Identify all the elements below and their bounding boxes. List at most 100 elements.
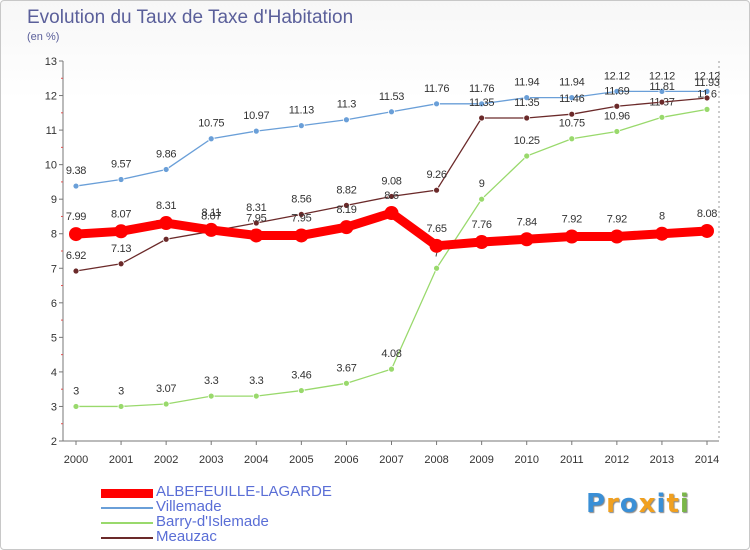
data-label: 11.35 <box>514 97 539 109</box>
data-label: 7.13 <box>111 243 131 255</box>
data-label: 7.76 <box>472 219 492 231</box>
data-point <box>249 228 264 243</box>
data-point <box>162 166 170 173</box>
data-label: 11.76 <box>469 83 494 95</box>
y-tick-label: 7 <box>51 263 57 275</box>
data-point <box>72 182 80 190</box>
data-label: 8.19 <box>336 204 356 216</box>
data-point <box>339 220 354 235</box>
data-label: 7.84 <box>517 216 537 228</box>
data-label: 7.95 <box>246 212 266 224</box>
data-point <box>523 114 531 122</box>
data-point <box>388 193 395 200</box>
data-point <box>117 403 125 410</box>
y-tick-label: 11 <box>46 125 57 137</box>
data-label: 8.31 <box>246 202 266 214</box>
data-label: 11.3 <box>337 99 357 111</box>
x-tick-label: 2002 <box>154 454 178 466</box>
x-tick-label: 2008 <box>424 454 448 466</box>
data-point <box>613 102 621 110</box>
data-label: 3 <box>73 385 79 397</box>
chart-title: Evolution du Taux de Taxe d'Habitation <box>27 7 354 28</box>
data-point <box>478 114 486 122</box>
y-tick-label: 6 <box>51 298 57 310</box>
series-line-1 <box>75 90 707 187</box>
data-label: 11.81 <box>649 81 674 93</box>
data-label: 8.31 <box>156 200 176 212</box>
legend-swatch <box>101 489 153 498</box>
legend-label: ALBEFEUILLE-LAGARDE <box>156 483 332 500</box>
data-label: 11.69 <box>604 85 629 97</box>
data-point <box>523 152 531 160</box>
data-label: 9 <box>479 178 485 190</box>
x-tick-label: 2013 <box>650 454 674 466</box>
data-label: 8.82 <box>336 184 356 196</box>
data-point <box>72 403 80 410</box>
data-point <box>72 267 80 275</box>
y-tick-label: 5 <box>51 332 57 344</box>
brand-logo: Proxiti <box>586 489 690 519</box>
x-tick-label: 2014 <box>695 454 719 466</box>
data-label: 10.96 <box>604 110 630 122</box>
data-label: 8.11 <box>202 207 222 219</box>
data-point <box>703 88 711 95</box>
data-label: 3.46 <box>291 370 311 382</box>
data-label: 10.75 <box>198 118 224 130</box>
data-label: 12.12 <box>649 70 675 82</box>
data-point <box>117 260 125 268</box>
data-label: 3.3 <box>204 375 219 387</box>
data-label: 11.46 <box>559 93 584 105</box>
data-point <box>388 108 395 116</box>
brand-letter: r <box>606 489 620 519</box>
data-point <box>162 235 170 243</box>
chart-subtitle: (en %) <box>27 31 60 43</box>
data-point <box>159 216 174 231</box>
data-label: 7.95 <box>291 212 311 224</box>
data-point <box>564 229 579 244</box>
data-label: 8.6 <box>384 190 399 202</box>
brand-letter: t <box>666 489 680 519</box>
x-tick-label: 2004 <box>244 454 268 466</box>
data-point <box>297 387 305 394</box>
data-point <box>162 400 170 408</box>
data-point <box>343 116 350 124</box>
data-label: 11.6 <box>697 88 717 100</box>
data-point <box>658 88 666 95</box>
data-label: 10.97 <box>243 110 269 122</box>
data-label: 8.07 <box>201 210 221 222</box>
data-point <box>252 127 260 135</box>
data-label: 12.12 <box>604 70 630 82</box>
x-tick-label: 2007 <box>379 454 403 466</box>
data-label: 11.94 <box>559 77 584 89</box>
data-label: 9.57 <box>111 158 131 170</box>
data-point <box>658 113 666 121</box>
data-point <box>519 232 534 247</box>
data-point <box>478 100 486 108</box>
data-label: 11.53 <box>379 91 404 103</box>
legend-swatch <box>101 537 153 539</box>
data-label: 3 <box>118 385 124 397</box>
data-point <box>388 365 395 373</box>
data-label: 7 <box>434 247 440 259</box>
x-tick-label: 2011 <box>560 454 584 466</box>
x-tick-label: 2010 <box>514 454 538 466</box>
data-point <box>114 224 129 239</box>
data-label: 12.12 <box>694 70 720 82</box>
data-point <box>474 235 489 250</box>
brand-letter: i <box>679 489 690 519</box>
brand-letter: o <box>619 489 639 519</box>
data-point <box>117 176 125 183</box>
data-label: 10.25 <box>514 135 540 147</box>
x-tick-label: 2009 <box>469 454 493 466</box>
data-label: 8.08 <box>697 208 717 220</box>
data-point <box>433 186 440 194</box>
data-point <box>252 392 260 400</box>
data-label: 11.13 <box>289 105 314 117</box>
legend-label: Villemade <box>156 498 222 515</box>
data-label: 11.94 <box>514 77 539 89</box>
data-label: 9.08 <box>381 175 401 187</box>
legend-label: Barry-d'Islemade <box>156 513 269 530</box>
data-point <box>654 226 669 241</box>
data-label: 7.65 <box>426 223 446 235</box>
